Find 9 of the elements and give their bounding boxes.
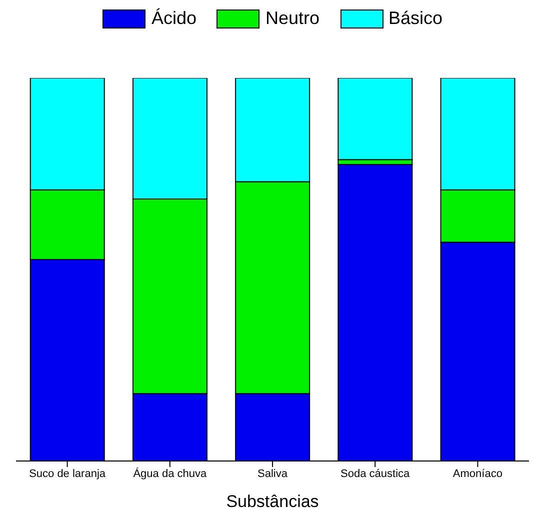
x-tick-label: Água da chuva (133, 466, 208, 480)
x-tick-label: Amoníaco (452, 468, 502, 480)
legend-label: Neutro (265, 8, 320, 29)
x-tick-label: Soda cáustica (340, 468, 411, 480)
legend-label: Básico (388, 8, 443, 29)
x-tick-label: Suco de laranja (29, 468, 106, 480)
legend-label: Ácido (151, 8, 196, 29)
x-axis-title: Substâncias (226, 492, 319, 511)
x-tick-label: Saliva (258, 468, 288, 480)
